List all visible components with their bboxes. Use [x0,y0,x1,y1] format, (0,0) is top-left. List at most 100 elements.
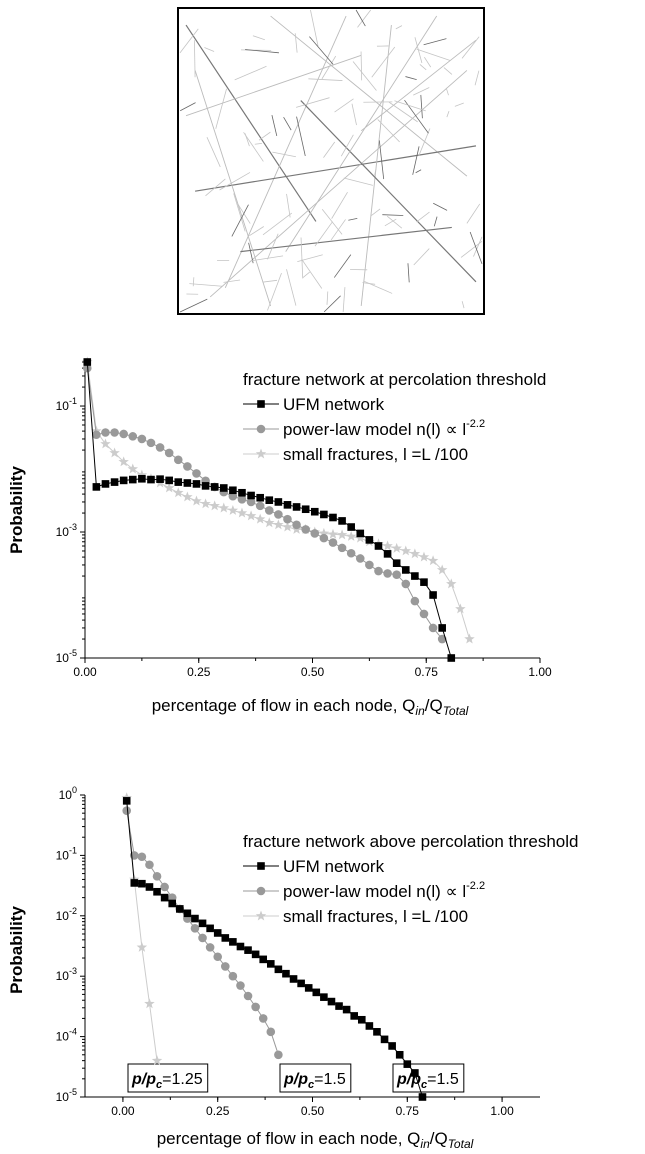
y-tick-label: 10-5 [56,1087,77,1104]
data-point [418,1093,427,1101]
data-point [218,502,230,513]
data-point [256,493,264,502]
fracture-segment [433,202,448,211]
data-point [301,505,310,514]
fracture-segment [296,116,306,157]
data-point [119,429,128,439]
x-axis-label-main: percentage of flow in each node, Q [157,1129,421,1148]
data-point [127,463,139,474]
data-point [227,504,239,515]
fracture-segment [294,33,298,53]
data-point [236,942,245,951]
data-point [329,513,337,522]
fracture-segment [334,98,354,113]
data-point [190,924,200,933]
fracture-segment [414,37,423,64]
fracture-line [224,15,347,289]
fracture-segment [371,208,381,216]
data-point [328,538,338,547]
data-point [182,491,193,502]
data-point [256,886,266,896]
data-point [183,909,192,918]
x-tick-label: 0.75 [396,1104,420,1118]
fracture-segment [374,168,377,176]
image-frame [177,7,485,315]
x-axis-label-sub-total: Total [448,1137,474,1151]
data-point [92,430,101,440]
data-point [338,517,346,525]
data-point [168,899,177,908]
fracture-network-image [177,7,485,315]
chart-top: Probability percentage of flow in each n… [7,356,552,718]
data-point [122,806,132,815]
data-point [122,797,131,805]
x-axis-label-mid: /Q [425,696,443,715]
fracture-segment [310,9,319,47]
series-0 [122,797,427,1101]
data-point [345,530,357,541]
data-point [292,520,301,530]
fracture-segment [204,47,215,52]
data-point [380,1035,389,1044]
fracture-segment [283,117,292,131]
fracture-line [209,70,468,298]
fracture-segment [286,269,297,306]
fracture-segment [446,111,450,118]
fracture-segment [394,100,426,112]
data-point [205,943,215,952]
y-tick-label: 10-5 [56,648,77,665]
fracture-segment [424,56,432,68]
data-point [137,852,147,862]
fracture-segment [297,254,323,262]
data-point [200,498,211,509]
fracture-segment [189,283,223,287]
data-point [174,478,183,486]
fracture-segment [360,51,363,81]
x-tick-label: 0.50 [301,665,325,679]
annotation-box: p/pc=1.5 [279,1063,352,1093]
data-point [236,981,245,990]
data-point [274,1050,283,1060]
data-point [374,566,383,576]
data-point [220,962,230,971]
data-point [327,997,336,1006]
annotation-boxes: p/pc=1.25 p/pc=1.5 p/pc=1.5 [127,1063,465,1093]
fracture-segment [194,40,196,78]
fracture-segment [326,291,329,305]
data-point [312,988,321,997]
fracture-segment [333,254,352,278]
data-point [192,480,201,488]
fracture-segment [179,28,199,54]
fracture-segment [405,76,417,81]
data-point [274,965,283,974]
data-point [382,540,393,551]
data-point [183,462,192,471]
x-tick-label: 0.75 [415,665,439,679]
data-point [429,591,437,599]
data-point [192,469,201,478]
data-point [221,934,230,942]
data-point [355,554,365,563]
data-point [428,623,438,633]
data-point [198,933,207,943]
fracture-segment [433,216,438,227]
data-point [146,438,156,448]
fracture-segment [309,36,334,65]
data-point [391,542,402,553]
fracture-segment [179,102,196,112]
fracture-segment [420,94,423,119]
legend: fracture network at percolation threshol… [243,370,546,464]
data-point [118,456,129,467]
fracture-segment [245,49,279,54]
data-point [410,596,420,606]
fracture-segment [231,204,249,237]
fracture-segment [454,102,464,107]
fracture-segment [388,101,418,123]
data-point [160,893,169,902]
data-point [264,506,274,515]
annotation-label: p/pc=1.25 [131,1071,203,1091]
data-point [206,924,214,933]
data-point [419,609,429,619]
fracture-segment [206,137,221,168]
data-point [346,548,356,558]
